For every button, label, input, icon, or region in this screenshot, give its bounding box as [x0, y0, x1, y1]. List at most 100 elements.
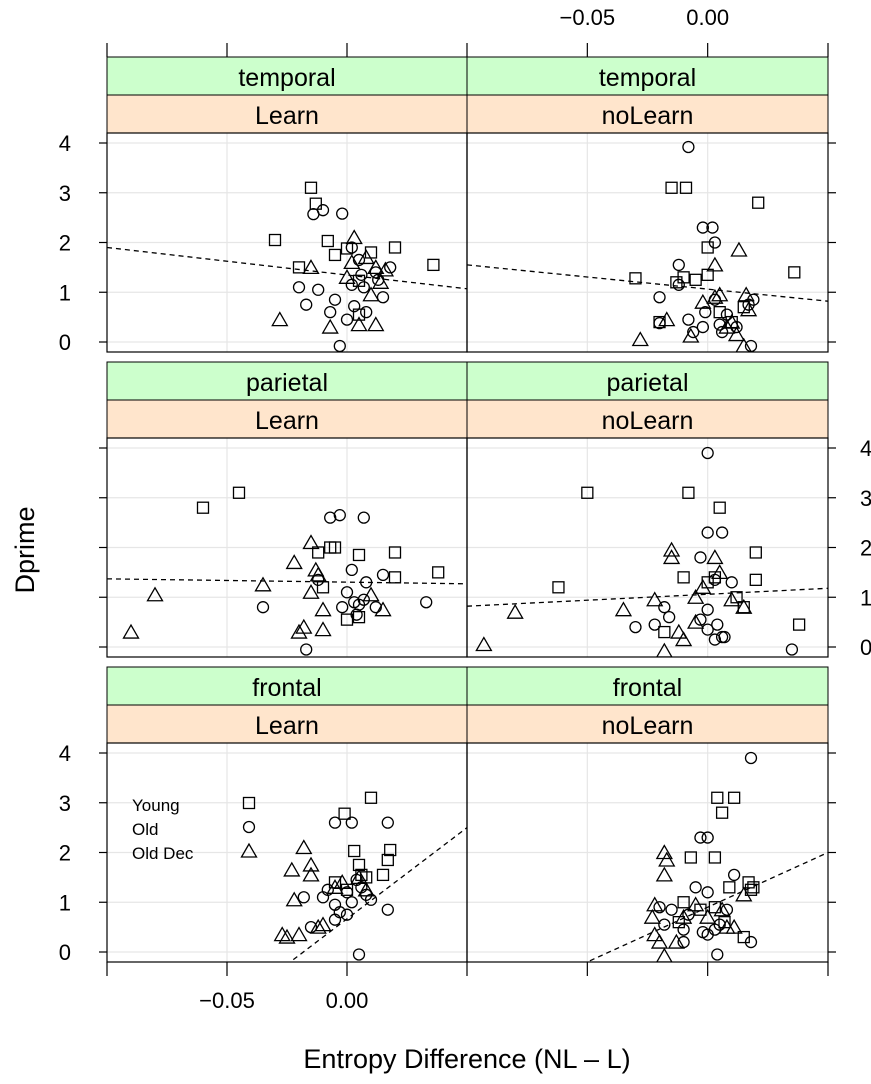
data-point-triangle [295, 618, 313, 634]
data-point-square [752, 196, 765, 209]
data-point-circle [725, 576, 738, 589]
data-point-circle [653, 291, 666, 304]
data-point-triangle [357, 249, 375, 265]
data-point-circle [694, 831, 707, 844]
x-axis-title: Entropy Difference (NL – L) [303, 1044, 630, 1074]
data-point-triangle [302, 259, 320, 275]
data-point-circle [357, 593, 370, 606]
data-point-triangle [674, 908, 693, 924]
data-point-circle [701, 886, 714, 899]
data-point-circle [345, 241, 358, 254]
data-point-circle [720, 308, 734, 321]
data-point-circle [708, 573, 722, 586]
condition-strip [106, 94, 468, 134]
region-strip-label: temporal [599, 64, 696, 92]
data-point-circle [706, 221, 719, 234]
data-point-circle [328, 816, 342, 829]
data-point-circle [744, 935, 758, 949]
data-point-square [723, 881, 736, 894]
x-tick-label: 0.00 [686, 5, 729, 30]
data-point-circle [360, 305, 373, 319]
data-point-circle [715, 630, 729, 644]
y-axis-title: Dprime [10, 506, 40, 593]
data-point-circle [345, 278, 358, 291]
data-point-square [677, 571, 690, 584]
data-point-triangle [326, 879, 344, 894]
data-point-circle [376, 291, 390, 304]
data-point-triangle [343, 254, 361, 270]
data-point-triangle [739, 301, 758, 317]
legend-marker-triangle [240, 842, 258, 858]
data-point-triangle [295, 839, 313, 855]
data-point-triangle [290, 623, 308, 639]
data-point-square [689, 273, 702, 286]
legend-label: Young [132, 796, 180, 815]
legend: Young Old Old Dec [132, 796, 258, 863]
panel-plot-area [107, 181, 467, 352]
data-point-circle [348, 300, 361, 313]
region-strip [106, 666, 468, 706]
data-point-triangle [309, 918, 327, 934]
data-point-circle [345, 896, 358, 909]
data-point-circle [708, 236, 722, 249]
data-point-circle [352, 948, 366, 961]
data-point-circle [713, 318, 726, 331]
regression-line [585, 851, 828, 962]
data-point-triangle [656, 947, 673, 962]
data-point-triangle [475, 636, 493, 652]
data-point-triangle [656, 642, 673, 657]
data-point-circle [713, 918, 726, 931]
data-point-circle [653, 316, 666, 330]
data-point-circle [355, 268, 368, 281]
data-point-triangle [285, 891, 303, 907]
data-point-triangle [687, 896, 705, 912]
data-point-circle [701, 446, 714, 460]
data-point-triangle [643, 908, 661, 924]
data-point-triangle [345, 229, 363, 245]
data-point-circle [720, 903, 734, 916]
data-point-triangle [646, 896, 664, 912]
data-point-circle [694, 551, 707, 564]
data-point-triangle [725, 918, 743, 934]
data-point-circle [694, 613, 707, 626]
data-point-circle [701, 526, 714, 539]
data-point-circle [682, 313, 695, 326]
data-point-triangle [314, 601, 332, 617]
y-tick-label: 2 [860, 536, 871, 561]
data-point-triangle [646, 926, 664, 942]
data-point-circle [357, 281, 370, 294]
data-point-circle [300, 643, 313, 656]
strip-layer: temporal Learn temporal noLearn parietal Lear… [106, 56, 829, 744]
data-point-triangle [350, 316, 368, 332]
data-point-square [749, 573, 762, 586]
data-point-triangle [735, 598, 753, 614]
data-point-square [677, 896, 690, 909]
data-point-circle [328, 293, 342, 306]
y-tick-label: 0 [59, 330, 71, 355]
data-point-triangle [694, 578, 712, 594]
condition-strip-label: Learn [255, 712, 319, 740]
data-point-circle [708, 633, 722, 646]
data-point-square [792, 618, 806, 631]
data-point-square [552, 581, 565, 594]
data-point-triangle [357, 881, 375, 897]
data-point-circle [340, 313, 354, 326]
region-strip [106, 361, 468, 401]
data-point-triangle [283, 861, 301, 877]
data-point-square [427, 258, 440, 272]
condition-strip-label: noLearn [602, 712, 694, 740]
y-tick-label: 1 [59, 280, 71, 305]
data-point-triangle [362, 286, 380, 302]
regression-line [467, 264, 828, 302]
data-point-triangle [506, 603, 524, 619]
data-point-triangle [314, 916, 332, 932]
data-point-triangle [290, 926, 308, 942]
legend-label: Old [132, 820, 158, 839]
data-point-square [196, 501, 210, 514]
y-tick-label: 3 [59, 791, 71, 816]
data-point-square [684, 851, 697, 864]
region-strip-label: temporal [238, 64, 335, 92]
y-tick-label: 3 [860, 486, 871, 511]
data-point-triangle [309, 566, 327, 582]
data-point-circle [340, 586, 354, 599]
